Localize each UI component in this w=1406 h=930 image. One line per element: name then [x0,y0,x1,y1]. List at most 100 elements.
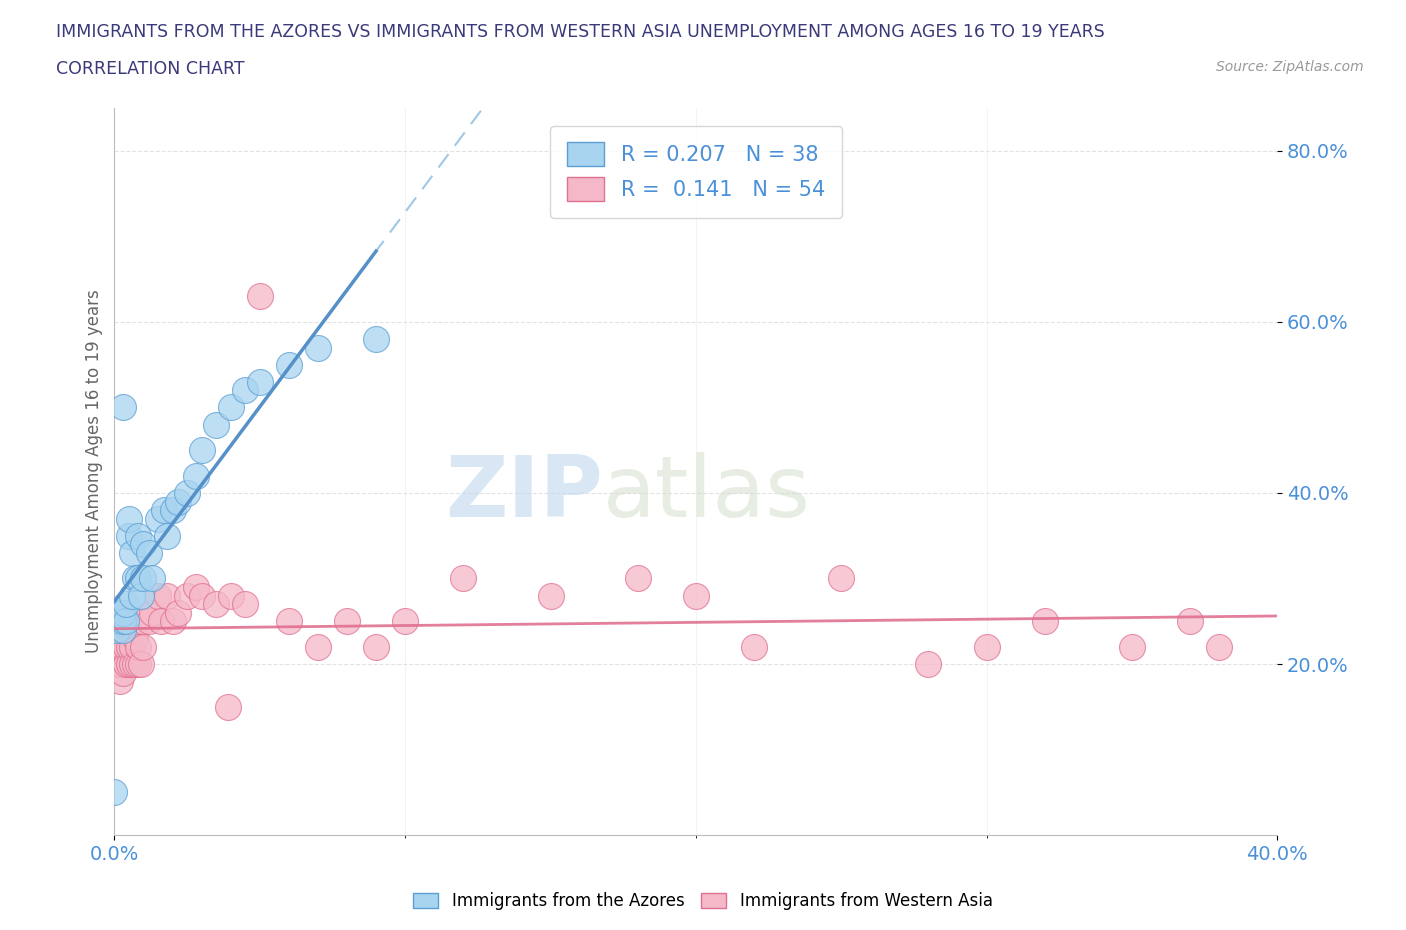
Point [115,640,138,655]
Point [176,485,198,500]
Point [162,614,184,629]
Point [138,545,160,560]
Point [336,614,359,629]
Point [249,374,271,389]
Point [277,614,299,629]
Point [156,588,179,603]
Point [121,657,143,671]
Point [1178,614,1201,629]
Point [1121,640,1143,655]
Point [132,614,155,629]
Point [103,622,125,637]
Point [277,357,299,372]
Point [394,614,416,629]
Point [115,614,138,629]
Point [112,614,135,629]
Point [1208,640,1230,655]
Point [112,605,135,620]
Point [138,614,160,629]
Point [146,588,169,603]
Point [149,614,172,629]
Text: atlas: atlas [603,452,811,535]
Point [118,512,141,526]
Point [540,588,562,603]
Point [162,502,184,517]
Point [112,622,135,637]
Point [121,545,143,560]
Point [118,657,141,671]
Point [105,640,128,655]
Point [307,340,329,355]
Point [184,579,207,594]
Point [112,665,135,680]
Point [127,640,149,655]
Point [141,605,163,620]
Point [103,640,125,655]
Point [110,657,132,671]
Point [167,494,190,509]
Point [127,657,149,671]
Point [249,288,271,303]
Point [103,785,125,800]
Point [124,631,146,645]
Point [105,614,128,629]
Point [121,640,143,655]
Point [115,597,138,612]
Point [156,528,179,543]
Point [184,469,207,484]
Point [118,528,141,543]
Point [132,571,155,586]
Point [132,537,155,551]
Point [976,640,998,655]
Point [364,331,387,346]
Point [115,657,138,671]
Text: CORRELATION CHART: CORRELATION CHART [56,60,245,78]
Point [124,571,146,586]
Point [167,605,190,620]
Point [110,673,132,688]
Point [112,400,135,415]
Point [141,571,163,586]
Point [127,571,149,586]
Point [110,614,132,629]
Point [129,657,152,671]
Legend: R = 0.207   N = 38, R =  0.141   N = 54: R = 0.207 N = 38, R = 0.141 N = 54 [550,126,842,218]
Point [129,588,152,603]
Point [132,640,155,655]
Point [364,640,387,655]
Point [205,417,228,432]
Point [105,622,128,637]
Point [127,528,149,543]
Point [110,605,132,620]
Point [917,657,939,671]
Legend: Immigrants from the Azores, Immigrants from Western Asia: Immigrants from the Azores, Immigrants f… [406,885,1000,917]
Point [190,443,212,458]
Point [307,640,329,655]
Point [105,657,128,671]
Point [233,383,256,398]
Point [190,588,212,603]
Point [205,597,228,612]
Text: IMMIGRANTS FROM THE AZORES VS IMMIGRANTS FROM WESTERN ASIA UNEMPLOYMENT AMONG AG: IMMIGRANTS FROM THE AZORES VS IMMIGRANTS… [56,23,1105,41]
Point [830,571,852,586]
Point [219,588,242,603]
Point [146,512,169,526]
Point [176,588,198,603]
Point [121,588,143,603]
Y-axis label: Unemployment Among Ages 16 to 19 years: Unemployment Among Ages 16 to 19 years [86,289,103,654]
Point [153,502,176,517]
Point [219,400,242,415]
Point [742,640,765,655]
Point [453,571,475,586]
Point [217,699,239,714]
Point [685,588,707,603]
Text: Source: ZipAtlas.com: Source: ZipAtlas.com [1216,60,1364,74]
Point [118,640,141,655]
Point [1033,614,1056,629]
Point [627,571,650,586]
Text: ZIP: ZIP [446,452,603,535]
Point [112,640,135,655]
Point [124,657,146,671]
Point [233,597,256,612]
Point [110,640,132,655]
